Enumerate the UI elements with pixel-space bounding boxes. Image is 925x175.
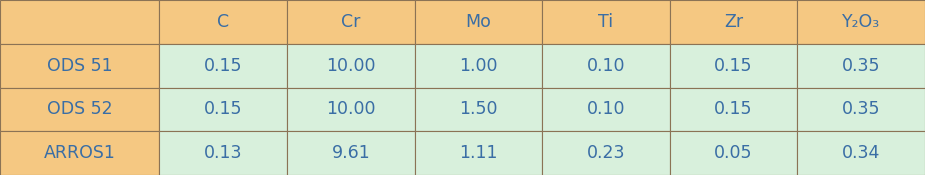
Text: 0.23: 0.23 xyxy=(586,144,625,162)
Text: 0.13: 0.13 xyxy=(204,144,242,162)
Bar xyxy=(542,88,670,131)
Bar xyxy=(670,131,797,175)
Bar xyxy=(414,131,542,175)
Text: 1.00: 1.00 xyxy=(459,57,498,75)
Text: 0.10: 0.10 xyxy=(586,100,625,118)
Text: 0.15: 0.15 xyxy=(204,57,242,75)
Text: Cr: Cr xyxy=(341,13,361,31)
Text: 0.34: 0.34 xyxy=(842,144,881,162)
Text: 0.35: 0.35 xyxy=(842,57,881,75)
Text: Zr: Zr xyxy=(724,13,743,31)
Bar xyxy=(797,131,925,175)
Bar xyxy=(159,44,287,88)
Bar xyxy=(0,0,159,44)
Bar xyxy=(542,131,670,175)
Bar xyxy=(287,131,414,175)
Text: Ti: Ti xyxy=(598,13,613,31)
Bar xyxy=(797,88,925,131)
Text: ARROS1: ARROS1 xyxy=(43,144,116,162)
Bar xyxy=(287,88,414,131)
Bar xyxy=(414,44,542,88)
Bar xyxy=(670,0,797,44)
Text: C: C xyxy=(217,13,229,31)
Bar xyxy=(159,88,287,131)
Text: 0.05: 0.05 xyxy=(714,144,753,162)
Text: 0.10: 0.10 xyxy=(586,57,625,75)
Bar xyxy=(542,44,670,88)
Bar xyxy=(159,0,287,44)
Bar xyxy=(797,0,925,44)
Text: 0.35: 0.35 xyxy=(842,100,881,118)
Text: Mo: Mo xyxy=(465,13,491,31)
Bar xyxy=(670,44,797,88)
Text: 0.15: 0.15 xyxy=(714,57,753,75)
Bar xyxy=(670,88,797,131)
Bar xyxy=(414,0,542,44)
Bar xyxy=(0,131,159,175)
Text: Y₂O₃: Y₂O₃ xyxy=(842,13,881,31)
Bar xyxy=(797,44,925,88)
Text: ODS 52: ODS 52 xyxy=(47,100,113,118)
Bar xyxy=(414,88,542,131)
Text: 0.15: 0.15 xyxy=(204,100,242,118)
Text: 1.11: 1.11 xyxy=(459,144,498,162)
Text: ODS 51: ODS 51 xyxy=(47,57,113,75)
Text: 9.61: 9.61 xyxy=(331,144,370,162)
Text: 0.15: 0.15 xyxy=(714,100,753,118)
Bar xyxy=(542,0,670,44)
Bar xyxy=(159,131,287,175)
Bar xyxy=(287,44,414,88)
Text: 10.00: 10.00 xyxy=(327,57,376,75)
Bar xyxy=(0,44,159,88)
Bar xyxy=(287,0,414,44)
Text: 1.50: 1.50 xyxy=(459,100,498,118)
Bar xyxy=(0,88,159,131)
Text: 10.00: 10.00 xyxy=(327,100,376,118)
